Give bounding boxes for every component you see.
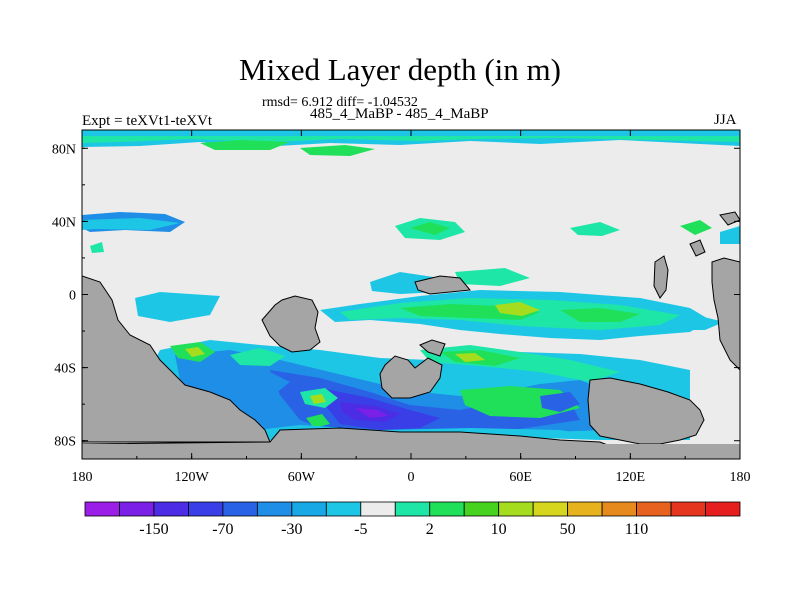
field-tropic-cyan <box>135 292 220 322</box>
colorbar-label: -70 <box>212 521 233 538</box>
land-africa-east <box>419 339 446 357</box>
colorbar-swatch <box>636 501 672 517</box>
colorbar-swatch <box>463 501 500 517</box>
colorbar-swatch <box>119 501 155 517</box>
field-w-pac-teal <box>90 242 104 253</box>
x-tick-label: 120E <box>616 470 646 485</box>
land-south-america <box>82 275 271 443</box>
field-arctic-green2 <box>300 145 375 156</box>
field-s-atl-yg <box>455 353 485 362</box>
chart-subtitle: 485_4_MaBP - 485_4_MaBP <box>310 106 489 122</box>
colorbar-swatch <box>601 501 637 517</box>
colorbar-swatch <box>188 501 224 517</box>
x-tick-label: 60E <box>509 470 532 485</box>
field-eq-yg <box>495 302 540 316</box>
x-tick-label: 120W <box>175 470 210 485</box>
colorbar-swatch <box>153 501 189 517</box>
field-sw-pac-yg <box>185 347 205 357</box>
y-tick-label: 80S <box>54 435 76 450</box>
colorbar-swatch <box>498 501 534 517</box>
land-antarctic-strip <box>82 444 740 459</box>
colorbar-swatch <box>705 501 741 517</box>
field-pacific-40n-cyan <box>82 218 180 230</box>
colorbar-label: -30 <box>281 521 302 538</box>
stats-line: rmsd= 6.912 diff= -1.04532 <box>262 95 418 110</box>
colorbar-label: 110 <box>625 521 648 538</box>
field-e-pac-teal <box>230 348 285 366</box>
land-mideast <box>414 275 471 295</box>
colorbar-label: 2 <box>426 521 434 538</box>
field-arctic-green <box>200 140 290 150</box>
field-atlantic-40n-green <box>410 222 450 235</box>
colorbar-label: -150 <box>139 521 168 538</box>
field-eq-green2 <box>560 308 640 322</box>
colorbar-swatch <box>360 501 396 517</box>
colorbar-swatch <box>222 501 258 517</box>
plot-area <box>82 130 740 459</box>
field-s-pac-yg <box>310 394 326 404</box>
land-ne-asia <box>689 239 706 257</box>
chart-title: Mixed Layer depth (in m) <box>239 52 561 87</box>
field-east-cyan <box>720 226 740 244</box>
field-south-purple <box>355 408 388 418</box>
colorbar-swatch <box>256 501 293 517</box>
experiment-label: Expt = teXVt1-teXVt <box>82 113 213 129</box>
colorbar-swatch <box>429 501 465 517</box>
x-tick-label: 180 <box>730 470 751 485</box>
colorbar-label: -5 <box>354 521 367 538</box>
field-s-ind-green <box>460 386 580 418</box>
x-tick-label: 180 <box>72 470 93 485</box>
season-label: JJA <box>714 112 737 128</box>
field-east-green <box>680 220 712 235</box>
colorbar-swatch <box>325 501 362 517</box>
field-tropic-teal <box>455 268 530 286</box>
colorbar-swatch <box>394 501 431 517</box>
land-australia <box>587 377 705 445</box>
x-tick-label: 60W <box>288 470 316 485</box>
field-arctic-teal <box>82 136 740 143</box>
field-s-pac-green2 <box>306 414 330 428</box>
field-s-ind-blue <box>540 392 580 412</box>
land-west-africa <box>261 295 321 353</box>
colorbar-swatch <box>291 501 327 517</box>
colorbar-swatch <box>567 501 603 517</box>
colorbar-swatch <box>670 501 706 517</box>
land-africa-south <box>379 355 443 399</box>
colorbar-swatch <box>532 501 569 517</box>
colorbar-label: 50 <box>560 521 576 538</box>
x-tick-label: 0 <box>408 470 415 485</box>
y-tick-label: 80N <box>52 142 76 157</box>
colorbar-label: 10 <box>491 521 507 538</box>
field-ne-atlantic-teal <box>570 222 620 236</box>
field-e-pac-blue <box>240 372 290 394</box>
land-east-pacific-coast <box>711 257 740 371</box>
colorbar-swatch <box>84 501 120 517</box>
land-east-asia <box>653 255 669 299</box>
y-tick-label: 40N <box>52 215 76 230</box>
y-tick-label: 0 <box>69 289 76 304</box>
y-tick-label: 40S <box>54 362 76 377</box>
